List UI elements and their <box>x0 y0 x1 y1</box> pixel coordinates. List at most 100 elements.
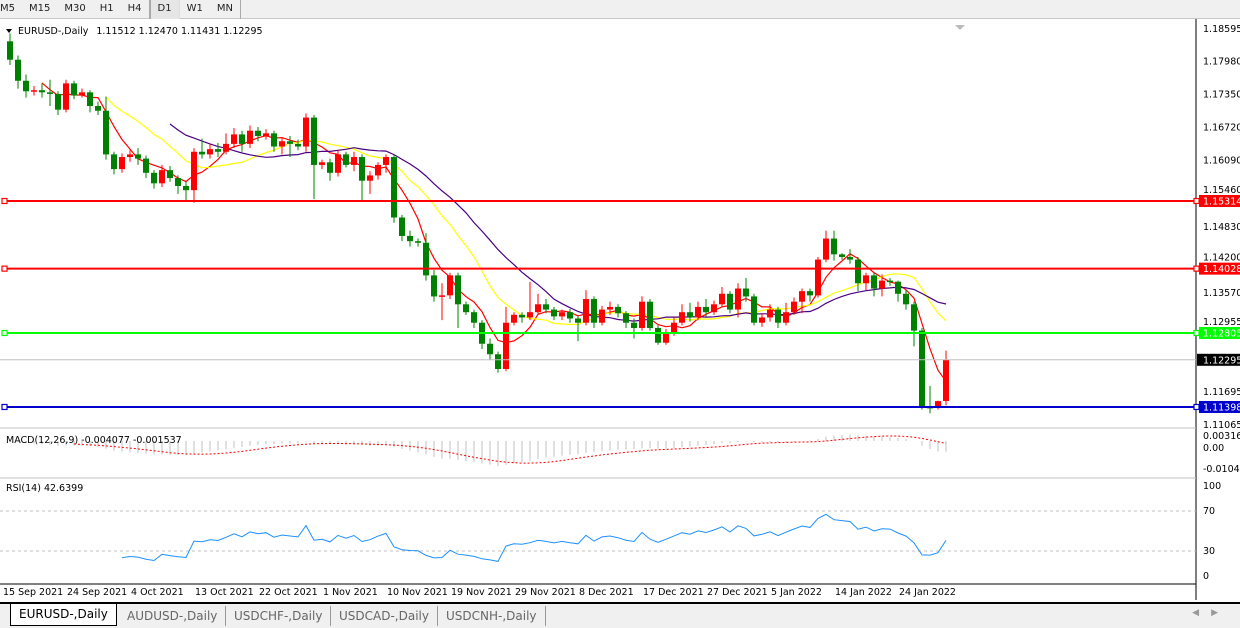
level-handle-right <box>1193 197 1200 205</box>
candle-body <box>351 157 357 165</box>
timeframe-d1[interactable]: D1 <box>149 0 180 19</box>
candle <box>591 296 597 328</box>
candle <box>687 302 693 322</box>
chart-tab[interactable]: USDCNH-,Daily <box>438 606 546 626</box>
timeframe-h4[interactable]: H4 <box>127 3 142 14</box>
candle-body <box>103 110 109 155</box>
candle <box>503 306 509 372</box>
chart-tab[interactable]: USDCAD-,Daily <box>331 606 438 626</box>
level-handle-left <box>1 403 8 411</box>
macd-tick-label: 0.003165 <box>1203 431 1240 442</box>
timeframe-w1[interactable]: W1 <box>186 3 203 14</box>
level-price-box <box>1199 262 1240 275</box>
candle <box>199 138 205 159</box>
candle <box>335 150 341 177</box>
candle-body <box>55 93 61 110</box>
candle <box>775 306 781 328</box>
candle <box>495 351 501 373</box>
candle-body <box>551 309 557 317</box>
candle-body <box>407 235 413 242</box>
timeframe-m15[interactable]: M15 <box>29 3 51 14</box>
candle <box>783 302 789 326</box>
candle-body <box>583 299 589 323</box>
timeframe-m5[interactable]: M5 <box>0 3 15 14</box>
candle <box>935 400 941 410</box>
candle <box>439 283 445 321</box>
candle-body <box>719 293 725 305</box>
candle-body <box>607 306 613 310</box>
candle <box>263 129 269 140</box>
candle-body <box>239 134 245 144</box>
candle-body <box>127 154 133 158</box>
candle <box>383 154 389 173</box>
price-tick-label: 1.13570 <box>1203 288 1240 299</box>
time-axis-label: 19 Nov 2021 <box>451 587 512 598</box>
candle <box>463 301 469 315</box>
candle <box>719 286 725 307</box>
candle <box>831 230 837 261</box>
level-price-label: 1.12805 <box>1203 328 1240 339</box>
price-chart[interactable]: 1.18595 1.17980 1.17350 1.16720 1.16090 1.154… <box>0 19 1240 601</box>
time-axis-label: 8 Dec 2021 <box>579 587 634 598</box>
timeframe-h1[interactable]: H1 <box>99 3 114 14</box>
candle <box>79 88 85 98</box>
candle <box>167 165 173 182</box>
candle <box>135 148 141 165</box>
tab-scroll-arrows[interactable]: ◀▶ <box>1192 608 1230 618</box>
level-price-box <box>1199 195 1240 207</box>
candle-body <box>431 275 437 297</box>
candle <box>295 139 301 151</box>
candle <box>599 305 605 326</box>
candle-body <box>535 304 541 313</box>
candle-body <box>231 134 237 144</box>
candle <box>895 280 901 302</box>
candle-body <box>215 149 221 152</box>
level-handle-left <box>1 329 8 337</box>
chart-tab[interactable]: USDCHF-,Daily <box>226 606 332 626</box>
candle-body <box>903 293 909 305</box>
candle <box>863 272 869 291</box>
candle <box>431 270 437 302</box>
collapse-triangle-icon <box>6 29 12 33</box>
candle <box>279 137 285 155</box>
rsi-tick-label: 100 <box>1203 481 1221 492</box>
level-handle-left <box>1 197 8 205</box>
time-axis-label: 4 Oct 2021 <box>131 587 184 598</box>
candle-body <box>143 158 149 173</box>
candle-body <box>31 90 37 92</box>
chart-tab[interactable]: AUDUSD-,Daily <box>119 606 227 626</box>
macd-tick-label: 0.00 <box>1203 443 1224 454</box>
macd-signal-line <box>73 435 947 464</box>
candle <box>63 79 69 113</box>
candle-body <box>255 130 261 136</box>
candle-body <box>511 314 517 323</box>
timeframe-mn[interactable]: MN <box>216 3 233 14</box>
chart-tab[interactable]: EURUSD-,Daily <box>10 604 117 626</box>
candle <box>271 130 277 152</box>
candle <box>695 301 701 321</box>
chart-tabs: ◀▶ EURUSD-,Daily AUDUSD-,Daily USDCHF-,Dai… <box>0 602 1240 628</box>
ma-slow-line <box>169 123 947 322</box>
candle-body <box>311 117 317 165</box>
candle-body <box>655 327 661 343</box>
candle-body <box>839 254 845 257</box>
candle <box>375 162 381 180</box>
candle-body <box>359 157 365 181</box>
candle-body <box>599 309 605 323</box>
macd-tick-label: -0.01043 <box>1203 464 1240 475</box>
level-price-label: 1.14028 <box>1203 264 1240 275</box>
candle <box>759 313 765 327</box>
price-tick-label: 1.15460 <box>1203 185 1240 196</box>
candle <box>23 74 29 98</box>
candle-body <box>647 301 653 328</box>
candle-body <box>39 90 45 93</box>
candle <box>919 327 925 410</box>
candle <box>815 256 821 298</box>
candle-body <box>671 322 677 334</box>
candle-body <box>743 288 749 297</box>
timeframe-m30[interactable]: M30 <box>64 3 86 14</box>
candle-body <box>527 312 533 318</box>
ma-mid-line <box>105 96 947 326</box>
candle <box>487 338 493 360</box>
candle-body <box>695 306 701 318</box>
